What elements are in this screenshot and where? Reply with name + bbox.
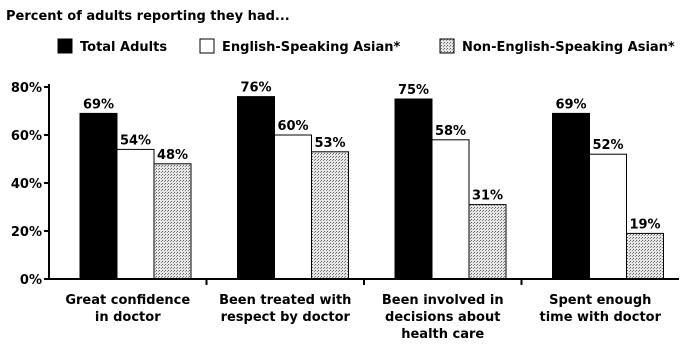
legend-swatch-2 — [199, 38, 215, 54]
legend-label-1: Total Adults — [80, 40, 167, 55]
data-label: 69% — [555, 97, 586, 112]
data-label: 54% — [120, 133, 151, 148]
bar-4-2 — [589, 153, 627, 280]
y-tick-label: 0% — [20, 273, 42, 288]
data-label: 52% — [592, 138, 623, 153]
bar-3-3 — [468, 204, 507, 280]
bar-3-1 — [394, 98, 433, 280]
data-label: 53% — [314, 136, 345, 151]
legend-swatch-1 — [57, 38, 73, 54]
bar-2-1 — [237, 96, 275, 280]
y-tick-label: 40% — [11, 177, 42, 192]
data-label: 76% — [240, 81, 271, 96]
y-tick-label: 20% — [11, 225, 42, 240]
bar-4-3 — [626, 232, 664, 280]
data-label: 60% — [277, 119, 308, 134]
data-label: 58% — [435, 124, 466, 139]
category-label-1: Great confidence in doctor — [65, 293, 190, 325]
bar-1-2 — [116, 148, 155, 280]
data-label: 75% — [398, 83, 429, 98]
category-label-2: Been treated with respect by doctor — [219, 293, 351, 325]
category-label-3: Been involved in decisions about health ca… — [382, 293, 504, 342]
data-label: 48% — [157, 148, 188, 163]
y-axis: 0% 20% 40% 60% 80% — [11, 81, 50, 288]
data-label: 31% — [472, 189, 503, 204]
bar-1-1 — [79, 112, 118, 280]
legend-label-3: Non-English-Speaking Asian* — [462, 40, 675, 55]
bars: 69% 54% 48% 76% 60% 53% 75% 58% 31% 69% 52% 19% — [79, 81, 664, 280]
data-label: 19% — [629, 217, 660, 232]
legend: Total Adults English-Speaking Asian* Non-E… — [57, 38, 675, 55]
bar-4-1 — [552, 112, 590, 280]
bar-2-2 — [274, 134, 312, 280]
y-tick-label: 60% — [11, 129, 42, 144]
bar-2-3 — [311, 151, 349, 280]
legend-label-2: English-Speaking Asian* — [222, 40, 400, 55]
bar-1-3 — [153, 163, 192, 280]
bar-3-2 — [431, 139, 470, 280]
y-tick-label: 80% — [11, 81, 42, 96]
data-label: 69% — [83, 97, 114, 112]
legend-swatch-3 — [439, 38, 455, 54]
category-label-4: Spent enough time with doctor — [539, 293, 661, 325]
chart-title: Percent of adults reporting they had... — [6, 9, 290, 24]
x-axis: Great confidence in doctor Been treated wi… — [49, 278, 679, 342]
